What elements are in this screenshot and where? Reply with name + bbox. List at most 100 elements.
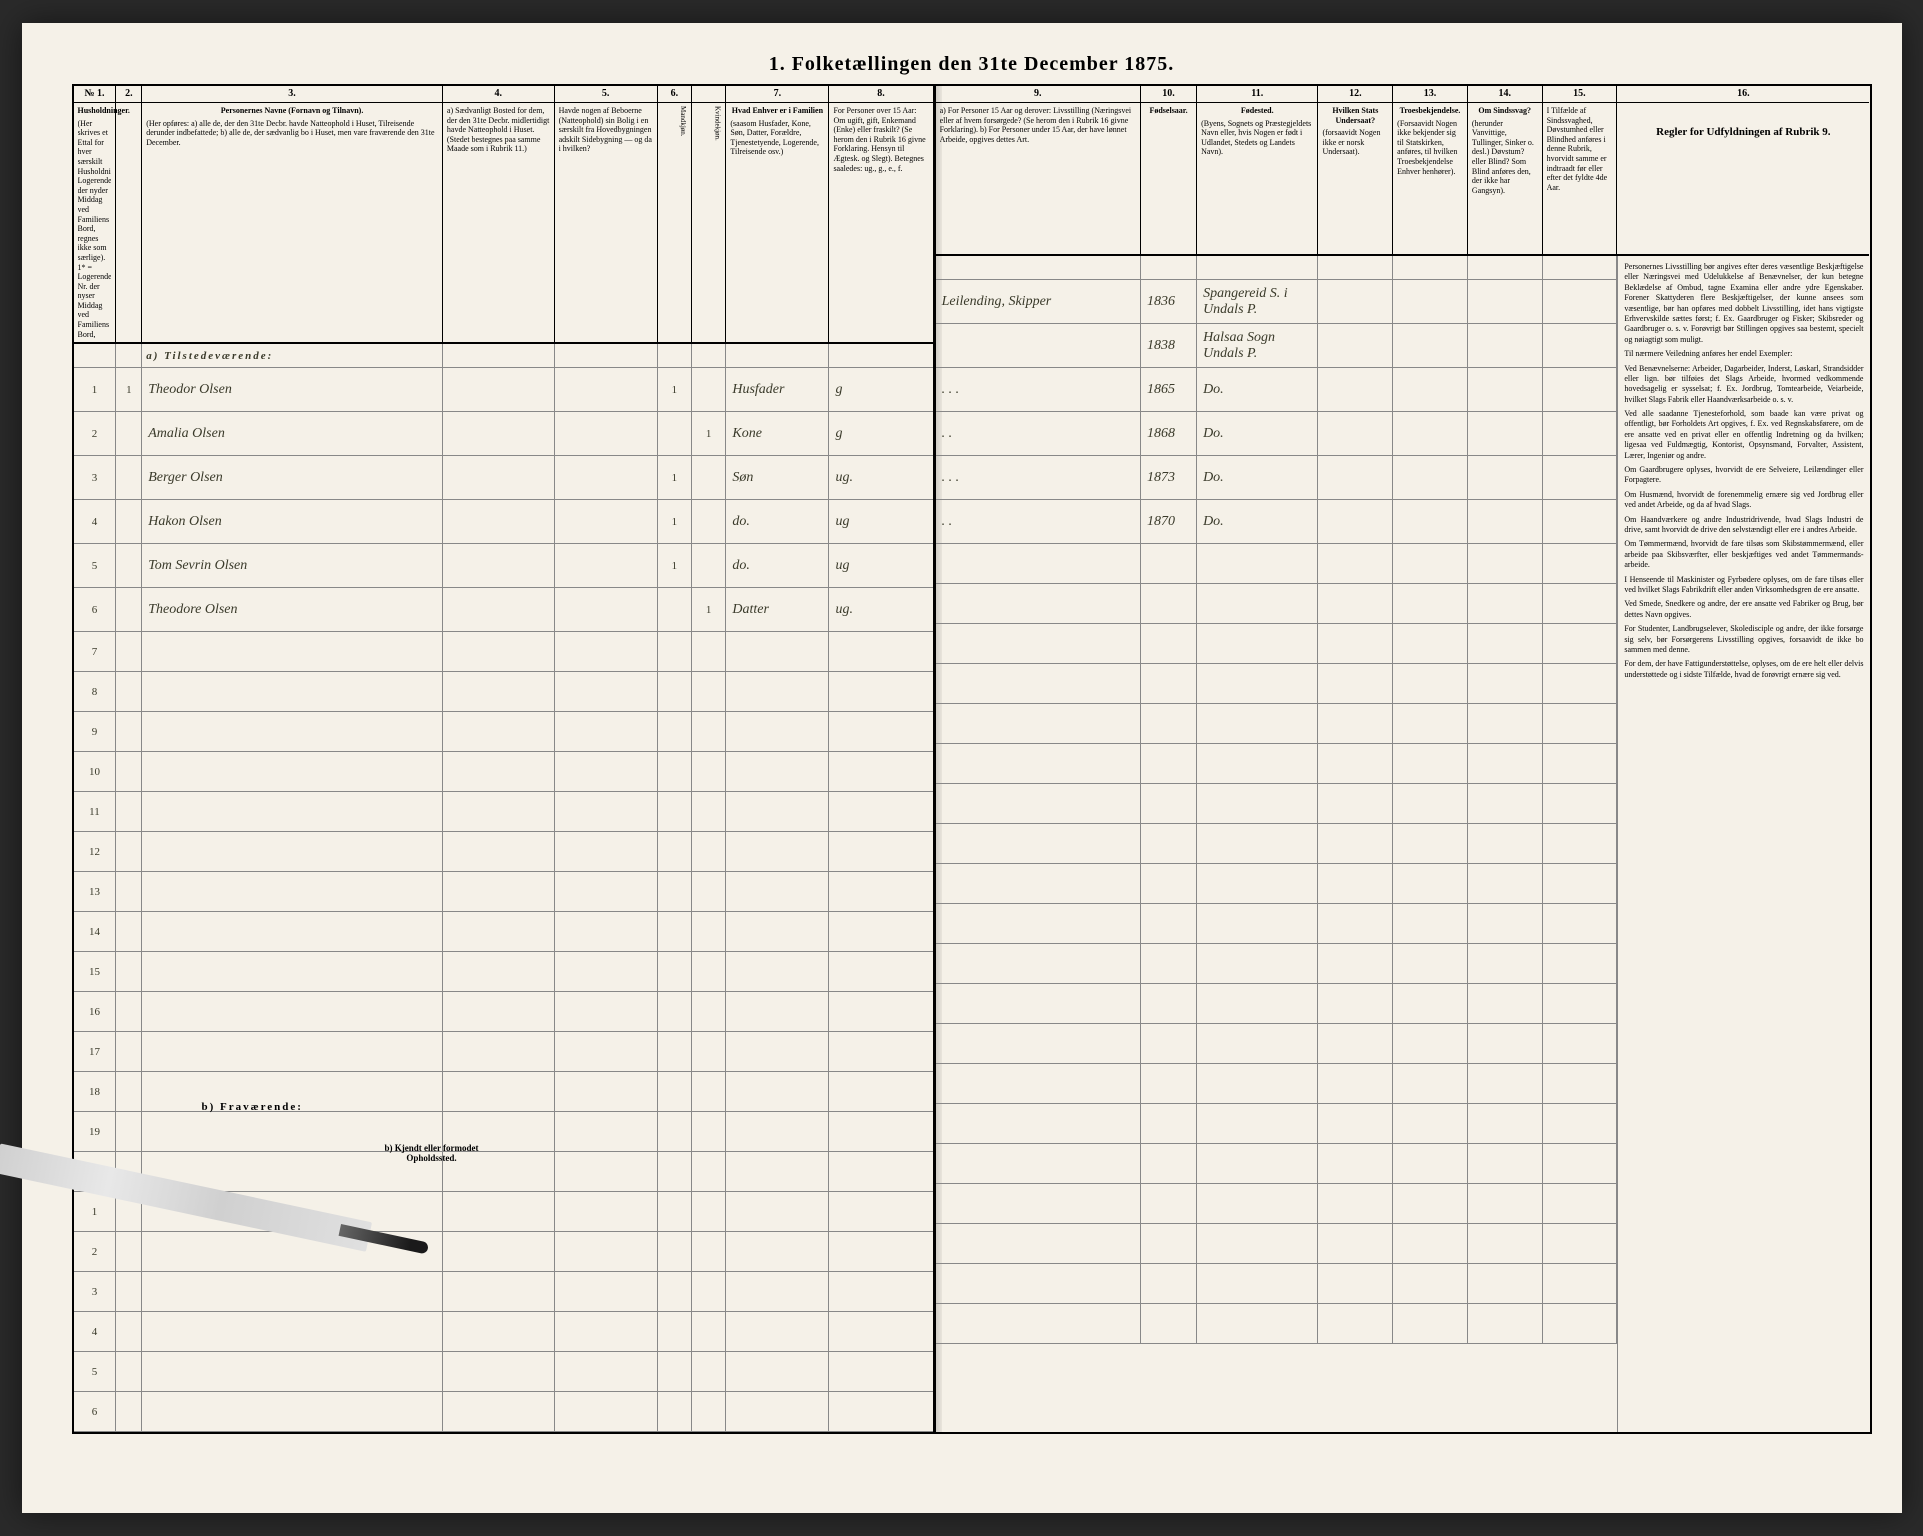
left-page: № 1.Husholdninger.(Her skrives et Ettal … [74,86,936,1432]
table-row-empty: 11 [74,792,933,832]
sex-m: 1 [658,544,692,587]
instruction-para: Ved Benævnelserne: Arbeider, Dagarbeider… [1624,364,1863,406]
instructions-col16: Personernes Livsstilling bør angives eft… [1617,256,1869,1432]
instruction-para: Personernes Livsstilling bør angives eft… [1624,262,1863,345]
birthplace: Do. [1197,500,1318,543]
sex-m: 1 [658,500,692,543]
table-row: 11Theodor Olsen1Husfaderg [74,368,933,412]
table-row-empty: 8 [74,672,933,712]
sex-m [658,588,692,631]
instruction-para: I Henseende til Maskinister og Fyrbødere… [1624,575,1863,596]
civil-status: ug [829,544,932,587]
census-page: 1. Folketællingen den 31te December 1875… [22,23,1902,1513]
civil-status: g [829,368,932,411]
body-left: a) Tilstedeværende: 11Theodor Olsen1Husf… [74,344,933,1432]
sex-f [692,500,726,543]
sex-f [692,368,726,411]
section-a-label: a) Tilstedeværende: [142,344,443,367]
instruction-para: Til nærmere Veiledning anføres her endel… [1624,349,1863,359]
family-relation: Kone [726,412,829,455]
birthplace: Halsaa Sogn Undals P. [1197,324,1318,367]
row-num: 5 [74,544,117,587]
table-row-b: 3 [74,1272,933,1312]
row-num: 4 [74,500,117,543]
instruction-para: For dem, der have Fattigunderstøttelse, … [1624,659,1863,680]
sex-m: 1 [658,456,692,499]
household-num [116,456,142,499]
family-relation: Søn [726,456,829,499]
col4-bottom-note: b) Kjendt eller formodet Opholdssted. [382,1143,482,1163]
table-row-empty: 15 [74,952,933,992]
occupation [936,324,1141,367]
row-num: 2 [74,412,117,455]
table-row-empty: 13 [74,872,933,912]
household-num [116,500,142,543]
person-name: Tom Sevrin Olsen [142,544,443,587]
instruction-para: For Studenter, Landbrugselever, Skoledis… [1624,624,1863,655]
table-row-b: 6 [74,1392,933,1432]
birthplace: Do. [1197,412,1318,455]
table-row: 5 Tom Sevrin Olsen 1 do.ug [74,544,933,588]
section-b-label: b) Fraværende: [202,1101,303,1113]
household-num [116,544,142,587]
birth-year: 1838 [1141,324,1197,367]
table-row-empty: 17 [74,1032,933,1072]
occupation: . . . [936,368,1141,411]
occupation: . . [936,500,1141,543]
instruction-para: Ved alle saadanne Tjenesteforhold, som b… [1624,409,1863,461]
header-right: 9.a) For Personer 15 Aar og derover: Liv… [936,86,1870,256]
household-num: 1 [116,368,142,411]
table-row-empty: 12 [74,832,933,872]
family-relation: Husfader [726,368,829,411]
row-num: 3 [74,456,117,499]
instruction-para: Ved Smede, Snedkere og andre, der ere an… [1624,599,1863,620]
table-row-empty: 7 [74,632,933,672]
table-row-empty: 10 [74,752,933,792]
right-page: 9.a) For Personer 15 Aar og derover: Liv… [936,86,1870,1432]
sex-m: 1 [658,368,692,411]
header-left: № 1.Husholdninger.(Her skrives et Ettal … [74,86,933,344]
person-name: Amalia Olsen [142,412,443,455]
person-name: Theodore Olsen [142,588,443,631]
table-row-empty: 14 [74,912,933,952]
table-row-b: 4 [74,1312,933,1352]
birth-year: 1873 [1141,456,1197,499]
household-num [116,588,142,631]
instruction-para: Om Gaardbrugere oplyses, hvorvidt de ere… [1624,465,1863,486]
birth-year: 1868 [1141,412,1197,455]
family-relation: do. [726,500,829,543]
table-row: 3Berger Olsen1Sønug. [74,456,933,500]
family-relation: Datter [726,588,829,631]
table-row-b: 5 [74,1352,933,1392]
birthplace: Spangereid S. i Undals P. [1197,280,1318,323]
row-num: 1 [74,368,117,411]
birth-year: 1865 [1141,368,1197,411]
occupation: Leilending, Skipper [936,280,1141,323]
person-name: Theodor Olsen [142,368,443,411]
sex-f: 1 [692,412,726,455]
instruction-para: Om Husmænd, hvorvidt de forenemmelig ern… [1624,490,1863,511]
page-title: 1. Folketællingen den 31te December 1875… [72,53,1872,76]
sex-f: 1 [692,588,726,631]
body-right: Leilending, Skipper1836Spangereid S. i U… [936,256,1870,1432]
table-row-b: 2 [74,1232,933,1272]
birthplace: Do. [1197,456,1318,499]
birth-year: 1870 [1141,500,1197,543]
person-name: Berger Olsen [142,456,443,499]
civil-status: g [829,412,932,455]
person-name: Hakon Olsen [142,500,443,543]
occupation: . . . [936,456,1141,499]
civil-status: ug. [829,588,932,631]
sex-f [692,456,726,499]
civil-status: ug [829,500,932,543]
family-relation: do. [726,544,829,587]
sex-m [658,412,692,455]
row-num: 6 [74,588,117,631]
table-row: 6 Theodore Olsen 1Datterug. [74,588,933,632]
sex-f [692,544,726,587]
birth-year: 1836 [1141,280,1197,323]
table-row-empty: 9 [74,712,933,752]
table-row-empty: 19 [74,1112,933,1152]
birthplace: Do. [1197,368,1318,411]
household-num [116,412,142,455]
